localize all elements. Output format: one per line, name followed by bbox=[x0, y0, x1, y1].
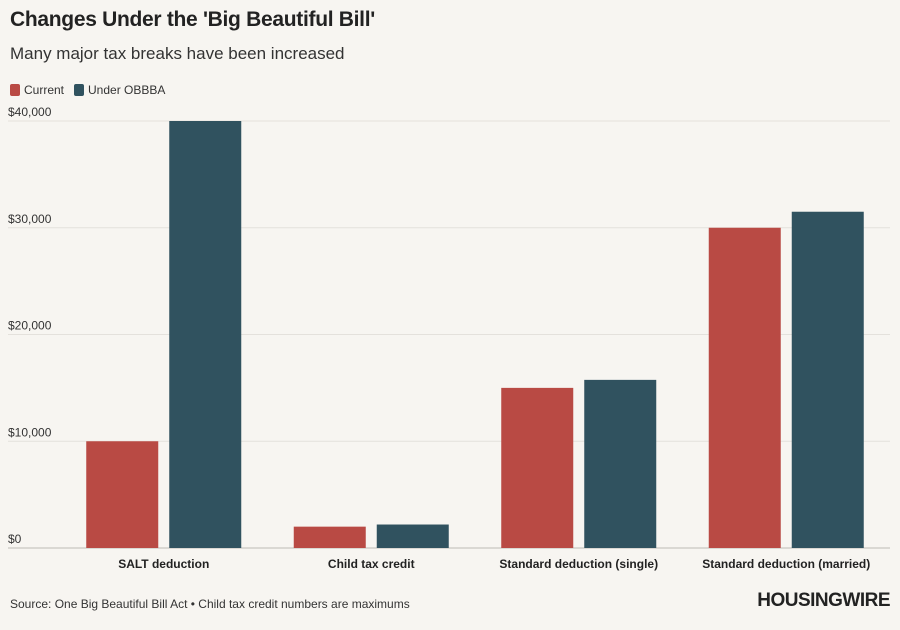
bar-under-obbba bbox=[791, 211, 864, 549]
source-note: Source: One Big Beautiful Bill Act • Chi… bbox=[10, 597, 410, 611]
bar-current bbox=[293, 526, 366, 548]
bar-under-obbba bbox=[584, 379, 657, 548]
legend: Current Under OBBBA bbox=[10, 83, 175, 97]
chart-subtitle: Many major tax breaks have been increase… bbox=[10, 44, 345, 63]
x-tick-label: Standard deduction (single) bbox=[499, 557, 658, 571]
y-tick-label: $40,000 bbox=[8, 105, 52, 119]
bar-under-obbba bbox=[376, 524, 449, 548]
legend-label-current: Current bbox=[24, 83, 65, 97]
legend-item-current: Current bbox=[10, 83, 64, 97]
bar-current bbox=[501, 387, 574, 548]
legend-label-under-obbba: Under OBBBA bbox=[88, 83, 166, 97]
housingwire-logo: HOUSINGWIRE bbox=[757, 590, 890, 611]
bar-current bbox=[708, 227, 781, 548]
legend-swatch-under-obbba bbox=[74, 84, 85, 96]
y-tick-label: $10,000 bbox=[8, 425, 52, 439]
legend-swatch-current bbox=[10, 84, 20, 96]
x-tick-label: Standard deduction (married) bbox=[702, 557, 870, 571]
bar-under-obbba bbox=[169, 121, 242, 548]
x-tick-label: SALT deduction bbox=[118, 557, 209, 571]
bar-current bbox=[86, 441, 159, 548]
legend-item-under-obbba: Under OBBBA bbox=[74, 83, 165, 97]
y-tick-label: $0 bbox=[8, 532, 22, 546]
y-tick-label: $20,000 bbox=[8, 319, 52, 333]
chart-title: Changes Under the 'Big Beautiful Bill' bbox=[10, 8, 375, 31]
x-tick-label: Child tax credit bbox=[328, 557, 415, 571]
y-tick-label: $30,000 bbox=[8, 212, 52, 226]
